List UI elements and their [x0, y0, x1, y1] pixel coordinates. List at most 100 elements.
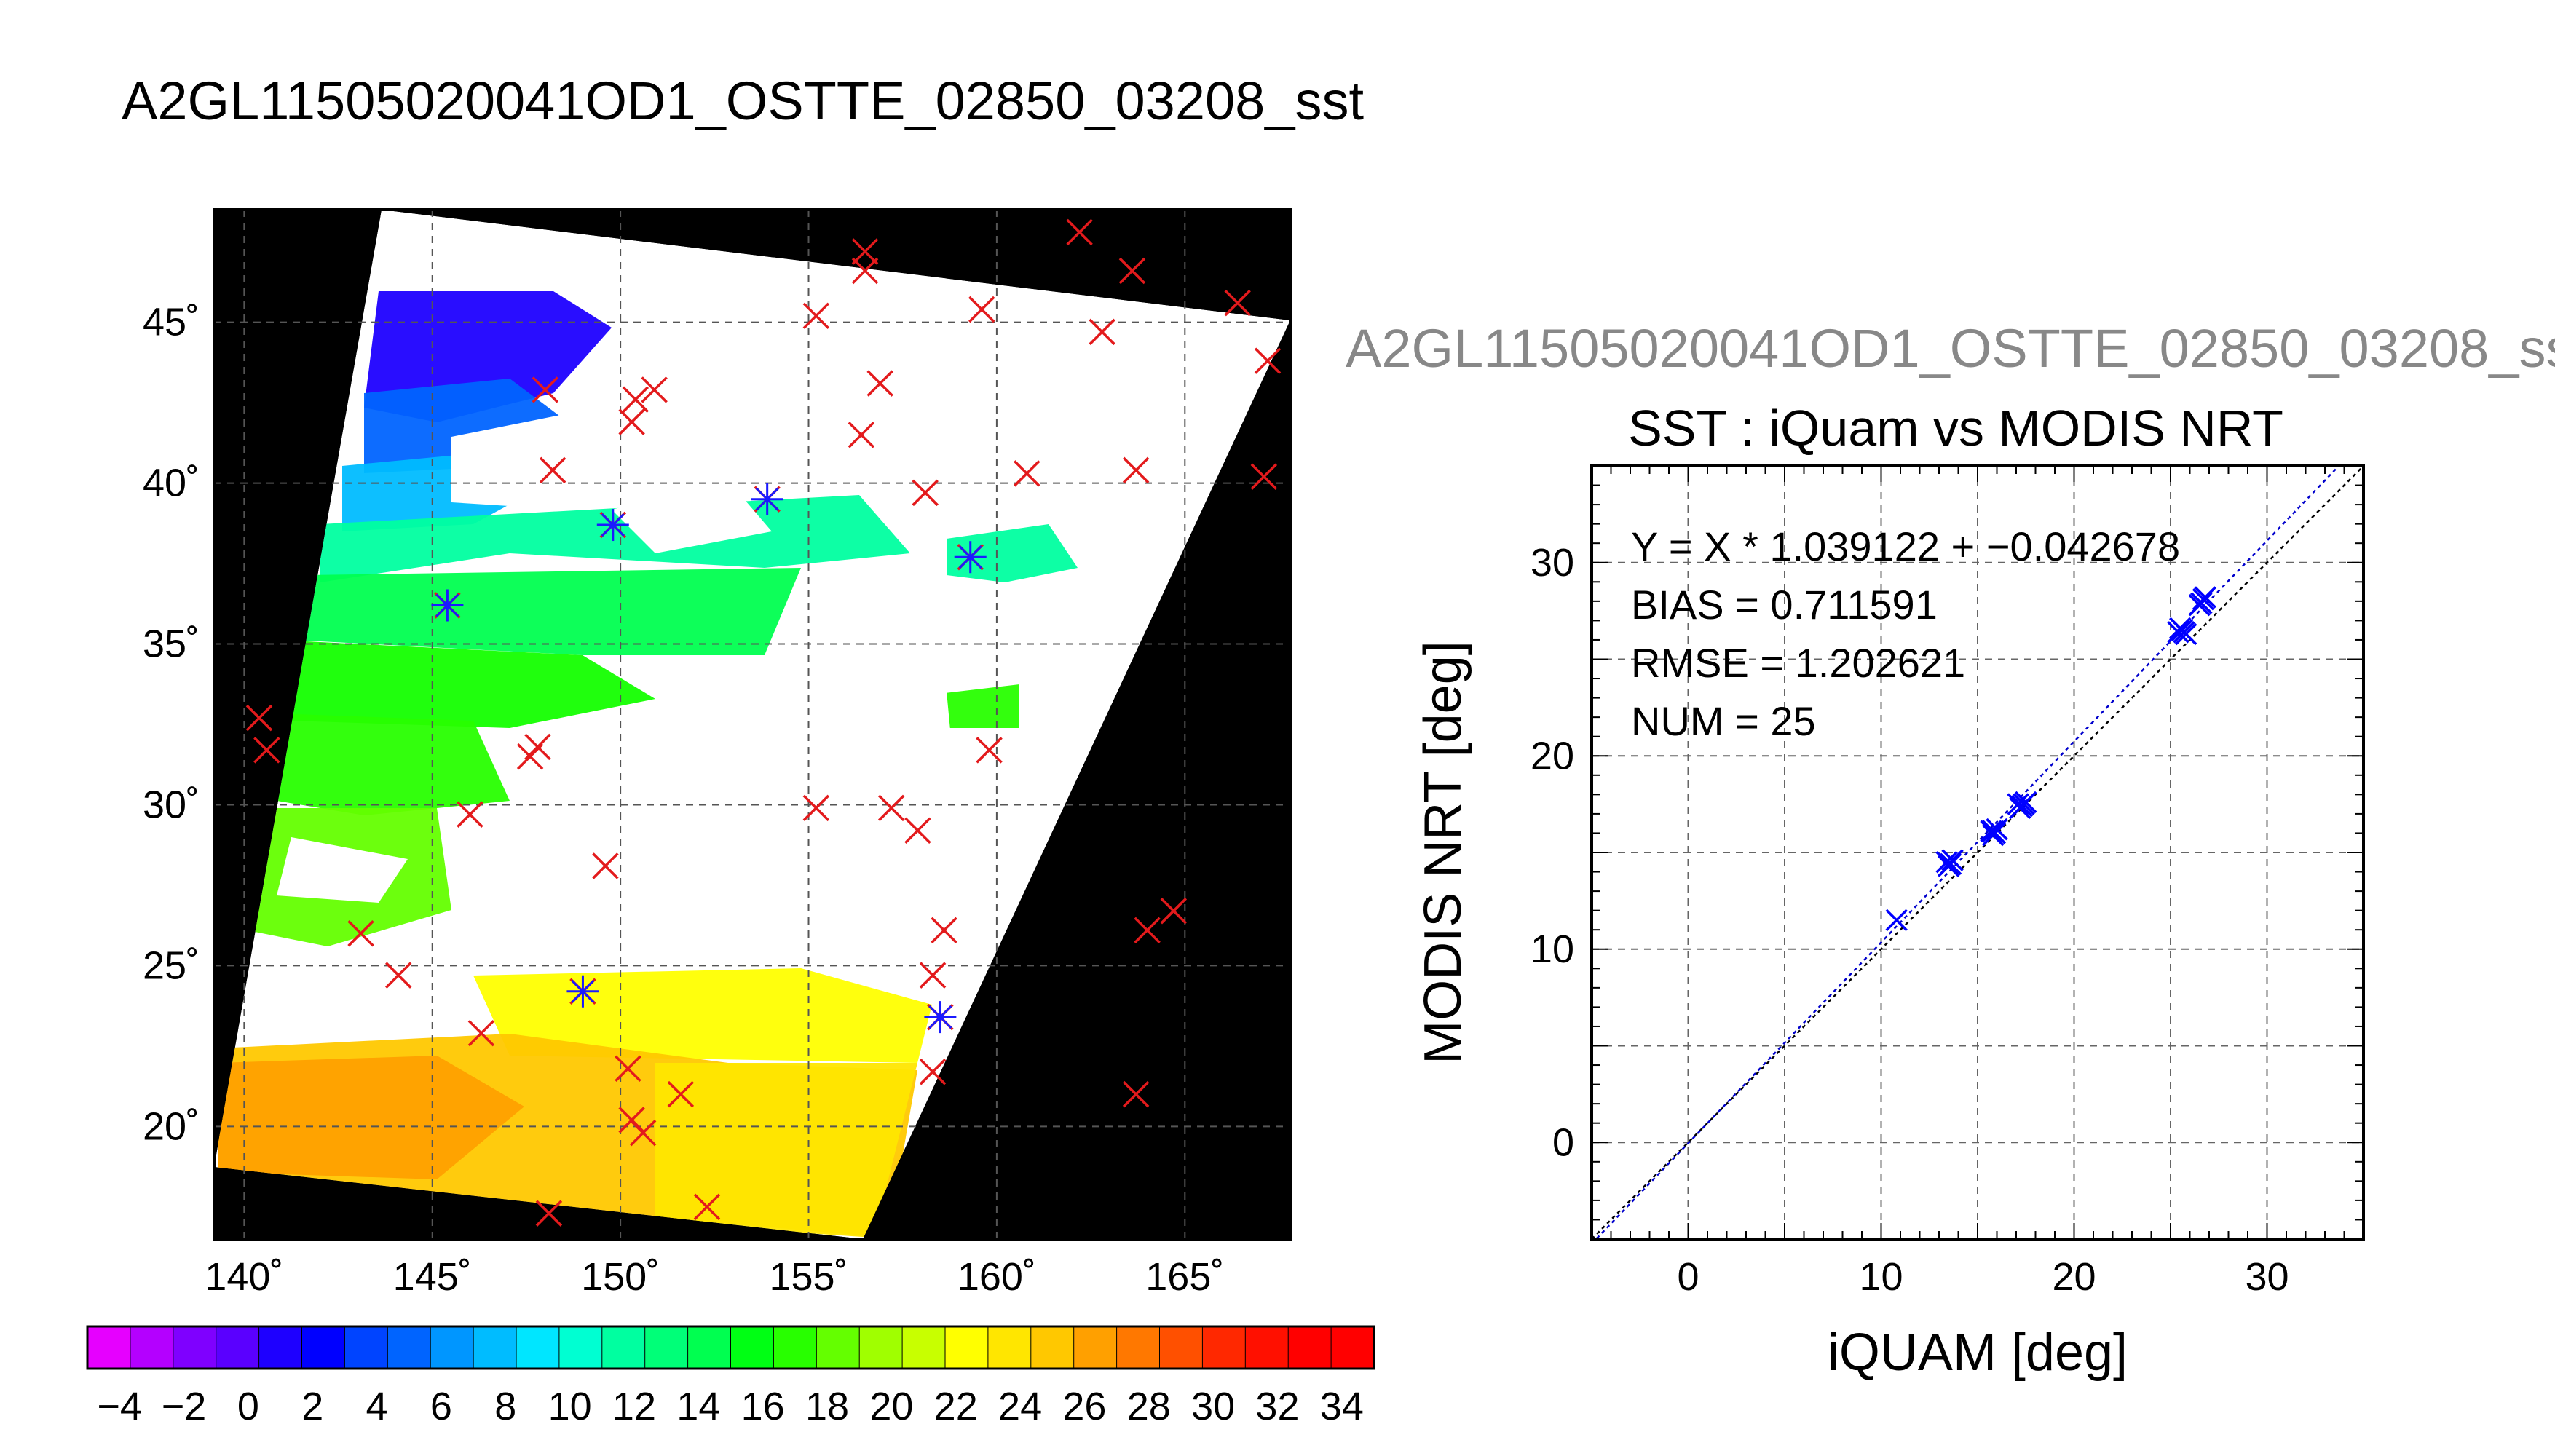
matchup-marker-stroke-b — [457, 801, 483, 828]
colorbar-segment — [644, 1326, 689, 1369]
colorbar-tick-label: 2 — [301, 1385, 323, 1428]
sst-region-6 — [277, 713, 510, 815]
colorbar-segment — [1116, 1326, 1161, 1369]
colorbar-frame — [86, 1325, 1375, 1370]
matchup-marker — [629, 1119, 657, 1147]
colorbar-segment — [387, 1326, 431, 1369]
matchup-used-marker — [924, 1001, 957, 1034]
matchup-marker-stroke-b — [848, 422, 875, 448]
colorbar-segment — [87, 1326, 131, 1369]
colorbar-tick-label: 26 — [1062, 1385, 1106, 1428]
matchup-marker-stroke-b — [1134, 917, 1161, 944]
scatter-point-stroke-b — [1981, 823, 2005, 847]
colorbar-tick-label: 8 — [494, 1385, 516, 1428]
scatter-supertitle: A2GL11505020041OD1_OSTTE_02850_03208_sst — [1346, 318, 2555, 379]
scatter-point — [2173, 621, 2195, 644]
sst-region-8 — [947, 524, 1078, 582]
matchup-marker-stroke-b — [539, 456, 566, 484]
matchup-marker-stroke-b — [976, 737, 1003, 764]
matchup-marker — [851, 257, 879, 285]
matchup-marker-stroke-b — [919, 962, 947, 989]
matchup-used-stroke-d2 — [958, 545, 982, 569]
matchup-marker-stroke-b — [1224, 289, 1251, 317]
matchup-used-stroke-d2 — [755, 487, 779, 511]
map-lat-tick-label: 20˚ — [143, 1104, 200, 1148]
matchup-marker — [535, 1200, 563, 1227]
scatter-point-stroke-b — [1981, 820, 2005, 843]
matchup-marker — [1134, 917, 1161, 944]
scatter-point-stroke-b — [1980, 820, 2002, 843]
matchup-marker — [693, 1193, 721, 1221]
matchup-marker-stroke-b — [802, 794, 830, 822]
scatter-point — [1986, 818, 2008, 841]
scatter-x-tick-label: 10 — [1859, 1255, 1903, 1299]
matchup-marker — [848, 422, 875, 448]
scatter-point-stroke-b — [1935, 851, 1958, 874]
scatter-point-stroke-b — [2173, 621, 2195, 644]
colorbar-segment — [816, 1326, 860, 1369]
scatter-lines — [1592, 466, 2364, 1239]
scatter-point-stroke-b — [1939, 852, 1962, 876]
colorbar-segment — [558, 1326, 603, 1369]
colorbar-tick-label: 28 — [1127, 1385, 1171, 1428]
colorbar-tick-label: 22 — [934, 1385, 978, 1428]
map-lon-tick-label: 155˚ — [769, 1255, 848, 1299]
colorbar-segment — [344, 1326, 388, 1369]
map-lon-tick-label: 140˚ — [205, 1255, 283, 1299]
matchup-marker-stroke-b — [968, 296, 995, 323]
matchup-marker-stroke-b — [532, 376, 559, 403]
colorbar-segment — [1030, 1326, 1075, 1369]
scatter-point-stroke-b — [2190, 592, 2213, 614]
matchup-marker-stroke-b — [618, 408, 645, 435]
scatter-point — [1941, 849, 1964, 871]
matchup-marker-stroke-b — [931, 917, 957, 944]
matchup-used-stroke-d2 — [601, 513, 625, 537]
matchup-marker — [615, 1055, 641, 1083]
matchup-marker-stroke-b — [919, 1058, 947, 1085]
scatter-point — [2190, 592, 2213, 614]
colorbar-tick-label: 12 — [612, 1385, 656, 1428]
matchup-used-marker — [596, 509, 629, 542]
matchup-marker — [976, 737, 1003, 764]
colorbar-segment — [173, 1326, 217, 1369]
matchup-marker — [467, 1019, 495, 1047]
matchup-marker — [802, 794, 830, 822]
matchup-marker — [1122, 1080, 1150, 1108]
map-lat-tick-label: 30˚ — [143, 783, 200, 826]
colorbar-tick-label: 24 — [998, 1385, 1042, 1428]
scatter-x-tick-label: 20 — [2052, 1255, 2096, 1299]
scatter-plot: SST : iQuam vs MODIS NRT 0 10 20 30 0 10 20 30 Y … — [1414, 400, 2365, 1382]
colorbar-tick-label: −2 — [162, 1385, 207, 1428]
cloud-patch-0 — [451, 408, 655, 510]
matchup-marker — [539, 456, 566, 484]
matchup-marker — [1118, 257, 1146, 285]
matchup-marker — [877, 794, 905, 822]
matchup-marker — [968, 296, 995, 323]
matchup-marker — [904, 817, 931, 844]
matchup-marker-stroke-b — [592, 852, 619, 879]
map-lat-tick-label: 35˚ — [143, 622, 200, 666]
colorbar-tick-label: 34 — [1320, 1385, 1364, 1428]
colorbar-segment — [601, 1326, 646, 1369]
colorbar-tick-label: 6 — [430, 1385, 452, 1428]
scatter-point-stroke-b — [1885, 909, 1908, 932]
matchup-marker — [253, 737, 280, 764]
matchup-marker-stroke-b — [1160, 898, 1188, 925]
matchup-marker-stroke-b — [851, 257, 879, 285]
matchup-marker-stroke-b — [629, 1119, 657, 1147]
matchup-used-stroke-d2 — [571, 979, 595, 1003]
matchup-used-marker — [566, 975, 599, 1008]
scatter-y-tick-label: 30 — [1531, 541, 1574, 585]
matchup-marker — [532, 376, 559, 403]
scatter-point-stroke-b — [1941, 849, 1964, 871]
matchup-marker — [347, 919, 374, 947]
scatter-annotation: NUM = 25 — [1631, 698, 1816, 744]
map-lon-tick-label: 165˚ — [1145, 1255, 1224, 1299]
matchup-marker-stroke-b — [516, 743, 544, 770]
scatter-annotation: RMSE = 1.202621 — [1631, 640, 1965, 686]
matchup-used-stroke-d2 — [435, 593, 459, 617]
matchup-marker-stroke-b — [467, 1019, 495, 1047]
matchup-marker — [1160, 898, 1188, 925]
colorbar-segment — [473, 1326, 517, 1369]
matchup-marker — [931, 917, 957, 944]
